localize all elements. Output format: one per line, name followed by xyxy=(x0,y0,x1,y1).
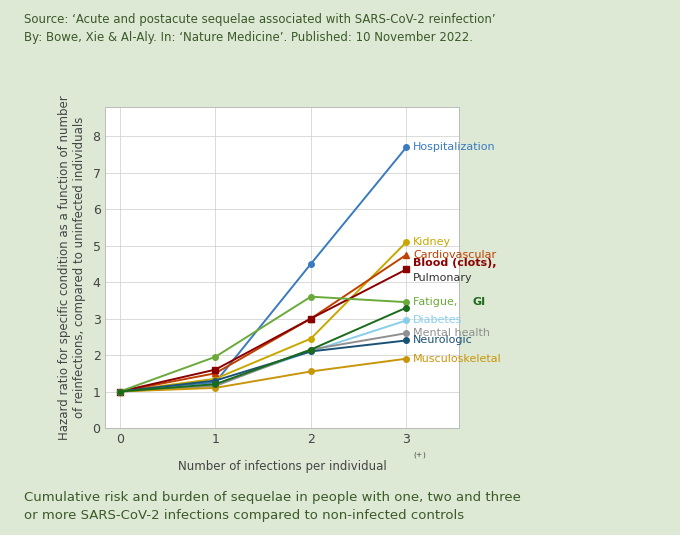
Text: Pulmonary: Pulmonary xyxy=(413,273,473,284)
Text: Cardiovascular: Cardiovascular xyxy=(413,250,496,259)
Text: $^{(+)}$: $^{(+)}$ xyxy=(413,453,426,463)
Text: Cumulative risk and burden of sequelae in people with one, two and three
or more: Cumulative risk and burden of sequelae i… xyxy=(24,491,521,522)
X-axis label: Number of infections per individual: Number of infections per individual xyxy=(178,460,386,473)
Text: Blood (clots),: Blood (clots), xyxy=(413,258,496,268)
Text: Musculoskeletal: Musculoskeletal xyxy=(413,354,502,364)
Text: Neurologic: Neurologic xyxy=(413,335,473,346)
Text: Hospitalization: Hospitalization xyxy=(413,142,496,152)
Text: GI: GI xyxy=(473,297,486,307)
Text: Mental health: Mental health xyxy=(413,328,490,338)
Text: Kidney: Kidney xyxy=(413,237,452,247)
Text: Diabetes: Diabetes xyxy=(413,316,462,325)
Y-axis label: Hazard ratio for specific condition as a function of number
of reinfections, com: Hazard ratio for specific condition as a… xyxy=(58,95,86,440)
Text: Source: ‘Acute and postacute sequelae associated with SARS-CoV-2 reinfection’
By: Source: ‘Acute and postacute sequelae as… xyxy=(24,13,496,44)
Text: Fatigue,: Fatigue, xyxy=(413,297,461,307)
